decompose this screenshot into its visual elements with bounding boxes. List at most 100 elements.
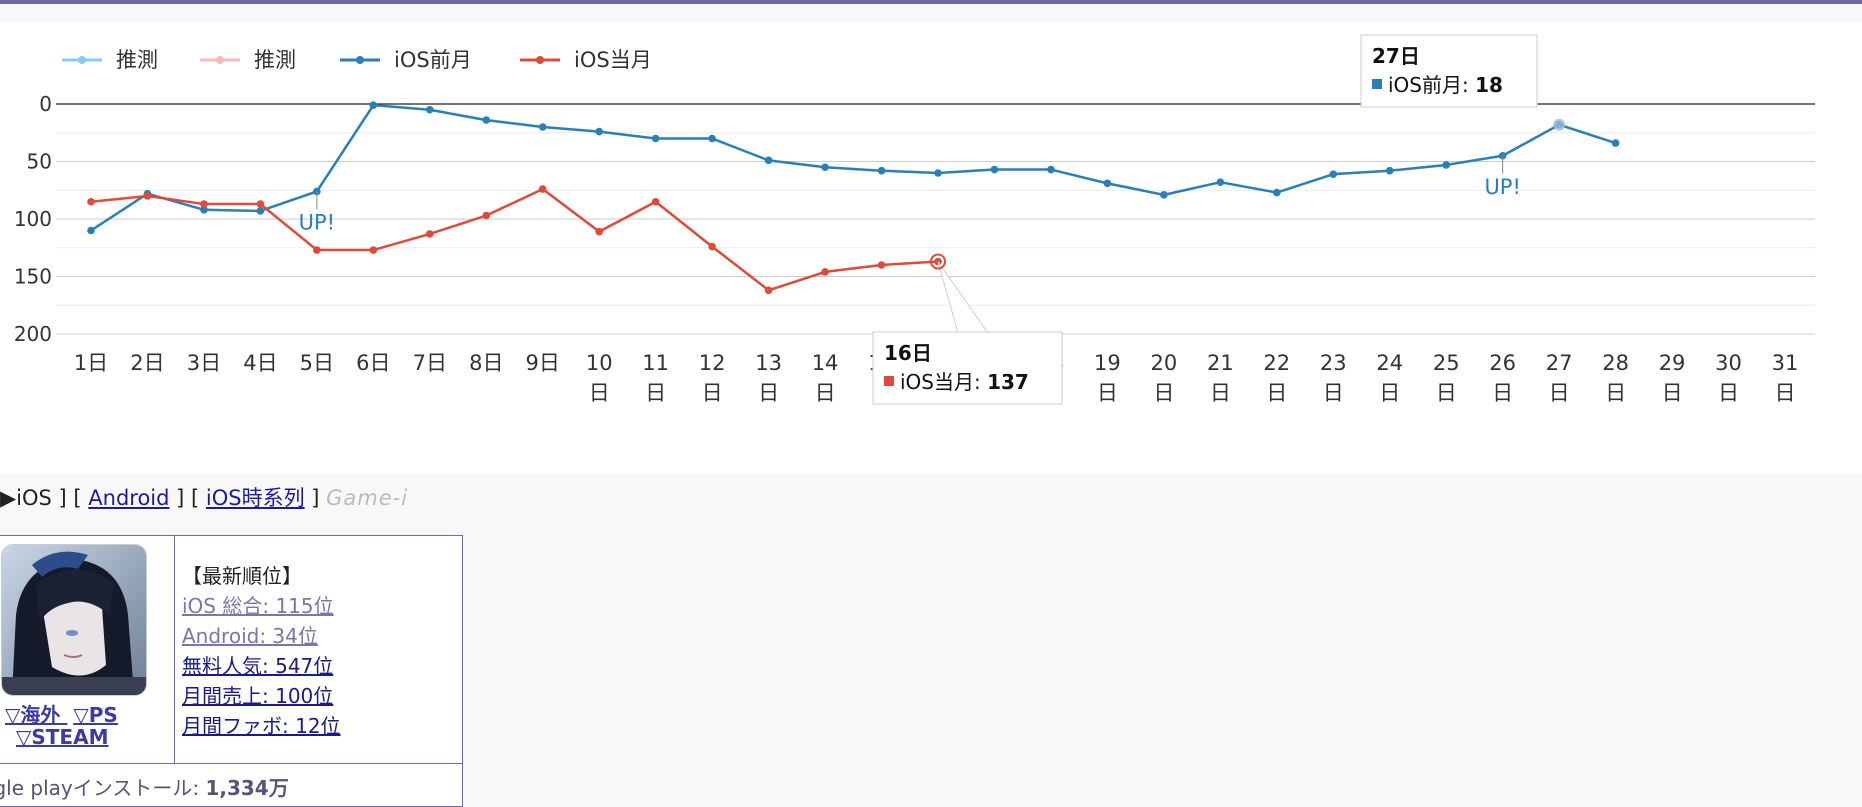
ps-link[interactable]: ▽PS (73, 703, 118, 727)
data-point (200, 206, 208, 214)
rank-monthly-fav-link[interactable]: 月間ファボ: 12位 (182, 714, 341, 738)
x-tick-label: 8日 (469, 351, 503, 375)
legend-item[interactable]: iOS当月 (520, 48, 652, 72)
x-tick-label: 21 日 (1207, 351, 1234, 405)
tooltip-swatch (1372, 79, 1382, 89)
x-tick-label: 22 日 (1263, 351, 1290, 405)
nav-current-ios: ▶iOS (0, 486, 52, 510)
data-point (595, 127, 603, 136)
hover-marker (930, 253, 946, 270)
x-tick-label: 29 日 (1659, 351, 1686, 405)
latest-rank-list: 【最新順位】 iOS 総合: 115位 Android: 34位 無料人気: 5… (182, 561, 341, 741)
series-line (90, 187, 939, 292)
data-point (764, 286, 773, 295)
nav-separator: ] [ (169, 486, 206, 510)
rank-free-popular-link[interactable]: 無料人気: 547位 (182, 654, 334, 678)
legend-label: 推測 (116, 48, 158, 72)
legend-swatch-dot (216, 56, 224, 64)
x-tick-label: 26 日 (1489, 351, 1516, 405)
data-point (369, 101, 378, 109)
x-tick-label: 31 日 (1772, 351, 1799, 405)
x-tick-label: 7日 (413, 351, 447, 375)
legend-swatch-dot (536, 56, 544, 64)
y-tick-label: 50 (27, 150, 52, 174)
data-point (482, 211, 491, 220)
data-point (426, 105, 434, 114)
data-point (1442, 161, 1450, 169)
info-hr (0, 763, 462, 764)
nav-separator: ] [ (51, 486, 89, 510)
legend-item[interactable]: iOS前月 (340, 48, 472, 72)
tooltip-box (872, 331, 1063, 405)
x-tick-label: 14 日 (812, 351, 839, 405)
data-point (1047, 165, 1055, 174)
y-tick-label: 150 (14, 265, 52, 289)
data-point (708, 134, 716, 143)
tooltip-title: 27日 (1372, 44, 1420, 68)
top-accent-bar (0, 0, 1862, 4)
y-tick-label: 200 (14, 322, 52, 346)
legend-label: 推測 (254, 48, 296, 72)
legend-item[interactable]: 推測 (200, 48, 296, 72)
data-point (369, 246, 378, 254)
x-tick-label: 28 日 (1602, 351, 1629, 405)
game-thumbnail-art (2, 545, 146, 695)
game-i-label: Game-i (326, 486, 409, 510)
annotation-label: UP! (1484, 175, 1520, 199)
x-tick-label: 25 日 (1433, 351, 1460, 405)
rank-monthly-sales-link[interactable]: 月間売上: 100位 (182, 684, 334, 708)
x-tick-label: 11 日 (642, 351, 669, 405)
data-point (482, 116, 491, 124)
data-point (708, 242, 716, 251)
install-label: oogle playインストール: (0, 776, 200, 800)
tooltip: 16日 iOS当月: 137 (872, 253, 1063, 405)
rank-header: 【最新順位】 (182, 564, 302, 588)
tooltip-text: iOS前月: 18 (1388, 73, 1503, 97)
data-point (1160, 191, 1168, 199)
data-point (877, 261, 886, 269)
series-line (90, 103, 1616, 232)
data-point (877, 166, 886, 175)
x-tick-label: 6日 (356, 351, 390, 375)
annotation-label: UP! (299, 210, 335, 234)
data-point (1103, 179, 1112, 188)
rank-android-link[interactable]: Android: 34位 (182, 624, 318, 648)
platform-nav: ▶iOS ] [ Android ] [ iOS時系列 ] Game-i (0, 482, 408, 512)
legend-item[interactable]: 推測 (62, 48, 158, 72)
info-divider (174, 536, 175, 763)
x-tick-label: 9日 (526, 351, 560, 375)
chart-series (87, 101, 1620, 295)
nav-ios-timeseries-link[interactable]: iOS時系列 (205, 486, 305, 510)
data-point (1385, 166, 1394, 175)
data-point (934, 169, 942, 177)
install-count: oogle playインストール: 1,334万 (0, 772, 289, 801)
rank-ios-overall-link[interactable]: iOS 総合: 115位 (182, 594, 334, 618)
ranking-chart: 推測 推測 iOS前月 iOS当月 0 50 100 150 200 1日 2日 3日 4日 5日 6日… (0, 22, 1862, 474)
data-point (1273, 188, 1281, 197)
data-point (1329, 170, 1338, 178)
x-tick-label: 23 日 (1320, 351, 1347, 405)
tooltip-box (1360, 34, 1538, 108)
data-point (143, 192, 152, 200)
data-point (87, 226, 95, 235)
game-info-box: ▽海外 ▽PS ▽STEAM 【最新順位】 iOS 総合: 115位 Andro… (0, 535, 463, 807)
x-tick-label: 19 日 (1094, 351, 1121, 405)
game-thumbnail[interactable] (1, 544, 147, 696)
x-tick-label: 13 日 (755, 351, 782, 405)
x-tick-label: 30 日 (1715, 351, 1742, 405)
nav-android-link[interactable]: Android (88, 486, 170, 510)
chart-legend: 推測 推測 iOS前月 iOS当月 (62, 48, 652, 72)
tooltip-pointer (937, 261, 989, 334)
data-point (595, 227, 603, 236)
x-tick-label: 20 日 (1150, 351, 1177, 405)
legend-label: iOS当月 (574, 48, 652, 72)
overseas-link[interactable]: ▽海外 (5, 703, 61, 727)
x-tick-label: 4日 (243, 351, 277, 375)
data-point (313, 246, 321, 254)
hover-marker (1553, 118, 1566, 131)
y-axis: 0 50 100 150 200 (14, 92, 52, 346)
nav-separator: ] (304, 486, 327, 510)
x-tick-label: 12 日 (699, 351, 726, 405)
steam-link[interactable]: ▽STEAM (16, 725, 109, 749)
x-tick-label: 10 日 (586, 351, 613, 405)
